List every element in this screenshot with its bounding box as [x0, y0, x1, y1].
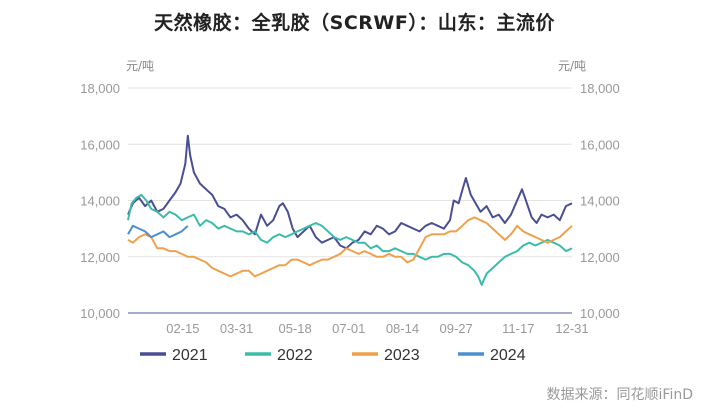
- y-axis-right: 10,000 12,000 14,000 16,000 18,000: [580, 81, 620, 321]
- series-lines: [127, 134, 573, 286]
- x-tick-label: 07-01: [332, 321, 365, 336]
- y-tick-label-left: 16,000: [80, 137, 120, 152]
- legend-label-2021: 2021: [172, 347, 208, 364]
- legend-label-2022: 2022: [277, 347, 313, 364]
- series-line-2021: [127, 134, 573, 250]
- series-line-2024: [127, 224, 189, 239]
- x-axis: 02-15 03-31 05-18 07-01 08-14 09-27 11-17 12-31: [166, 321, 588, 336]
- x-tick-label: 09-27: [439, 321, 472, 336]
- grid-lines: [128, 87, 572, 258]
- y-tick-label-left: 14,000: [80, 194, 120, 209]
- y-tick-label-right: 10,000: [580, 306, 620, 321]
- series-line-2023: [127, 216, 573, 278]
- x-tick-label: 02-15: [166, 321, 199, 336]
- x-tick-label: 05-18: [278, 321, 311, 336]
- y-tick-label-left: 12,000: [80, 250, 120, 265]
- y-tick-label-right: 14,000: [580, 194, 620, 209]
- y-unit-left: 元/吨: [126, 59, 154, 73]
- x-tick-label: 08-14: [386, 321, 419, 336]
- y-unit-right: 元/吨: [558, 59, 586, 73]
- y-tick-label-right: 18,000: [580, 81, 620, 96]
- x-tick-label: 12-31: [555, 321, 588, 336]
- y-tick-label-right: 12,000: [580, 250, 620, 265]
- y-tick-label-left: 10,000: [80, 306, 120, 321]
- legend: 2021 2022 2023 2024: [140, 347, 526, 364]
- x-tick-label: 03-31: [220, 321, 253, 336]
- legend-label-2024: 2024: [490, 347, 526, 364]
- series-line-2022: [127, 193, 573, 286]
- x-tick-label: 11-17: [502, 321, 534, 336]
- y-tick-label-right: 16,000: [580, 137, 620, 152]
- y-tick-label-left: 18,000: [80, 81, 120, 96]
- source-note: 数据来源：同花顺iFinD: [546, 387, 693, 403]
- chart-title: 天然橡胶：全乳胶（SCRWF）：山东：主流价: [154, 12, 555, 34]
- legend-label-2023: 2023: [384, 347, 420, 364]
- y-axis-left: 10,000 12,000 14,000 16,000 18,000: [80, 81, 120, 321]
